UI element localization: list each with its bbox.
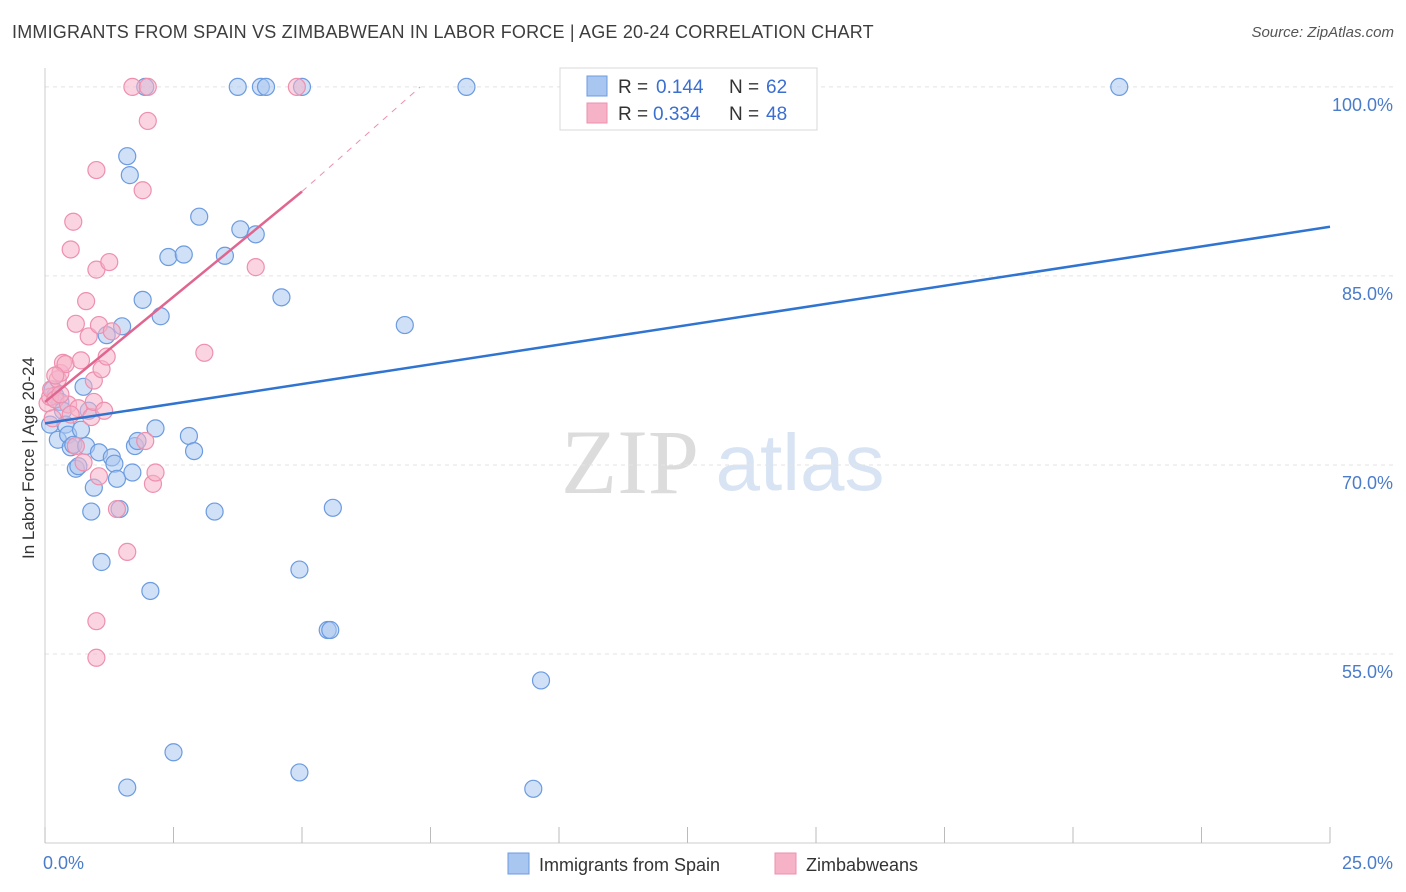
x-tick-label: 25.0%	[1342, 853, 1393, 873]
spain-point	[231, 220, 250, 239]
zim-point	[133, 181, 152, 200]
spain-point	[290, 560, 309, 579]
chart-source: Source: ZipAtlas.com	[1251, 24, 1394, 41]
zim-point	[118, 542, 137, 562]
zim-point	[246, 258, 265, 277]
zim-point	[97, 347, 116, 366]
zim-point	[74, 453, 93, 472]
spain-point	[105, 454, 124, 473]
spain-point	[164, 743, 183, 762]
legend-swatch-zim	[586, 102, 608, 124]
bottom-legend: Immigrants from Spain Zimbabweans	[507, 852, 918, 875]
zim-point	[87, 648, 106, 667]
spain-point	[82, 502, 101, 521]
zim-point	[87, 160, 106, 180]
points-layer	[38, 77, 1129, 798]
spain-point	[118, 778, 137, 797]
spain-point	[205, 502, 224, 521]
legend-zim-n-label: N =	[729, 104, 759, 125]
spain-point	[174, 245, 193, 264]
spain-point	[133, 290, 152, 309]
legend-spain-n-label: N =	[729, 77, 759, 98]
legend-spain-r-value: 0.144	[656, 77, 704, 98]
spain-point	[184, 441, 204, 461]
zim-point	[87, 612, 106, 631]
zim-point	[100, 252, 119, 272]
zim-point	[123, 77, 142, 97]
spain-point	[457, 77, 476, 97]
zim-point	[46, 366, 65, 385]
spain-point	[179, 426, 199, 446]
spain-point	[272, 288, 291, 307]
legend-spain-r-label: R =	[618, 77, 648, 98]
zim-point	[64, 212, 83, 231]
zim-point	[51, 385, 70, 404]
zim-point	[95, 401, 114, 420]
grid-layer	[45, 86, 1395, 655]
spain-point	[228, 77, 247, 97]
bottom-legend-spain-label: Immigrants from Spain	[539, 855, 720, 875]
zim-point	[195, 343, 214, 362]
legend-swatch-spain	[586, 75, 608, 97]
zim-point	[146, 463, 165, 482]
axis-layer: 100.0% 85.0% 70.0% 55.0% 0.0% 25.0%	[43, 68, 1393, 873]
zim-point	[66, 436, 85, 456]
spain-point	[321, 620, 340, 640]
spain-point	[531, 671, 551, 690]
y-tick-label: 85.0%	[1342, 284, 1393, 304]
zim-point	[287, 77, 306, 97]
zim-point	[102, 322, 121, 341]
zim-point	[136, 431, 155, 451]
zim-point	[79, 327, 98, 346]
zim-point	[77, 292, 96, 311]
legend-zim-r-value: 0.334	[653, 104, 701, 125]
spain-point	[290, 763, 309, 782]
zim-point	[138, 77, 157, 97]
spain-point	[323, 498, 342, 517]
spain-point	[118, 147, 137, 166]
zim-point	[138, 111, 157, 131]
spain-trendline	[44, 225, 1331, 425]
spain-point	[190, 207, 209, 226]
chart-title: IMMIGRANTS FROM SPAIN VS ZIMBABWEAN IN L…	[12, 22, 874, 42]
y-tick-label: 55.0%	[1342, 662, 1393, 682]
x-tick-label: 0.0%	[43, 853, 84, 873]
spain-point	[395, 315, 414, 335]
zim-point	[89, 467, 109, 486]
spain-point	[120, 166, 139, 185]
y-axis-label: In Labor Force | Age 20-24	[19, 357, 38, 559]
spain-point	[256, 77, 276, 97]
zim-point	[66, 314, 85, 333]
y-tick-label: 70.0%	[1342, 473, 1393, 493]
bottom-legend-swatch-zim	[774, 852, 797, 875]
spain-point	[123, 463, 142, 482]
spain-point	[1110, 77, 1129, 97]
spain-point	[246, 225, 265, 244]
legend-box: R = 0.144 N = 62 R = 0.334 N = 48	[559, 67, 818, 131]
spain-point	[107, 469, 127, 488]
watermark-atlas: atlas	[716, 418, 885, 507]
zim-trendline	[44, 190, 303, 403]
spain-point	[159, 247, 178, 267]
zim-point	[107, 499, 127, 519]
spain-point	[146, 419, 165, 438]
spain-point	[141, 581, 160, 601]
zim-trendline-extension	[301, 86, 421, 192]
spain-point	[151, 307, 170, 326]
trend-layer	[44, 86, 1331, 425]
bottom-legend-swatch-spain	[507, 852, 530, 875]
legend-spain-n-value: 62	[766, 77, 787, 98]
spain-point	[71, 420, 91, 439]
spain-point	[92, 552, 111, 572]
bottom-legend-zim-label: Zimbabweans	[806, 855, 918, 875]
watermark-zip: ZIP	[561, 411, 699, 513]
y-tick-label: 100.0%	[1332, 95, 1393, 115]
zim-point	[71, 351, 91, 370]
legend-zim-n-value: 48	[766, 104, 787, 125]
legend-zim-r-label: R =	[618, 104, 648, 125]
zim-point	[61, 240, 80, 259]
spain-point	[524, 779, 543, 798]
